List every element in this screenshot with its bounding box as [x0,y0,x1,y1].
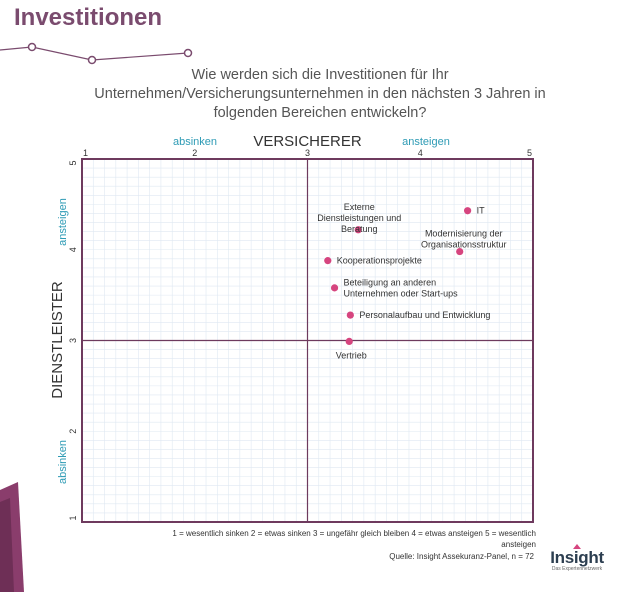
data-point-label: Beteiligung an anderen [344,277,437,287]
data-point [345,337,353,346]
data-point-label: Modernisierung der [425,229,503,239]
data-point-label: Beratung [341,224,378,234]
data-point-label: Unternehmen oder Start-ups [344,288,459,298]
question-line: folgenden Bereichen entwickeln? [213,105,427,121]
data-point [456,247,464,256]
y-tick-label: 4 [68,247,78,252]
y-tick-label: 1 [68,515,78,520]
data-point-label: Dienstleistungen und [317,213,401,223]
x-annotation-low: absinken [173,136,217,148]
y-annotation-high: ansteigen [57,198,69,246]
question-line: Wie werden sich die Investitionen für Ih… [191,67,449,83]
x-annotation-high: ansteigen [402,136,450,148]
decorative-corner-shape [0,482,24,592]
insight-logo: Insight Das Expertennetzwerk [542,544,612,572]
x-tick-label: 3 [305,148,310,158]
data-point [324,257,332,265]
x-axis-title: VERSICHERER [253,133,362,150]
page-title: Investitionen [14,4,163,31]
data-point [464,207,472,215]
data-point [346,311,354,319]
scale-legend-line: 1 = wesentlich sinken 2 = etwas sinken 3… [172,529,536,538]
data-point-label: Externe [344,202,375,212]
scale-legend-note: 1 = wesentlich sinken 2 = etwas sinken 3… [128,528,536,550]
question-line: Unternehmen/Versicherungsunternehmen in … [94,86,546,102]
y-tick-label: 2 [68,429,78,434]
x-tick-label: 2 [192,148,197,158]
x-tick-label: 5 [527,148,532,158]
logo-mark-icon [573,544,581,549]
y-annotation-low: absinken [57,440,69,484]
data-point-label: Vertrieb [336,350,367,360]
data-point-label: Personalaufbau und Entwicklung [359,310,490,320]
y-tick-label: 5 [68,160,78,165]
source-note: Quelle: Insight Assekuranz-Panel, n = 72 [389,552,534,561]
y-axis-title: DIENSTLEISTER [49,281,66,399]
data-point [330,284,339,292]
x-tick-label: 4 [418,148,423,158]
logo-subtitle: Das Expertennetzwerk [551,566,603,572]
logo-text: Insight [550,548,604,567]
data-point [354,226,362,234]
data-point-label: Organisationsstruktur [421,240,507,250]
scale-legend-line: ansteigen [501,540,536,549]
y-tick-label: 3 [68,338,78,343]
survey-question: Wie werden sich die Investitionen für Ih… [40,66,600,123]
x-tick-label: 1 [83,148,88,158]
data-point-label: Kooperationsprojekte [337,256,422,266]
data-point-label: IT [477,206,486,216]
decorative-line [0,42,193,65]
